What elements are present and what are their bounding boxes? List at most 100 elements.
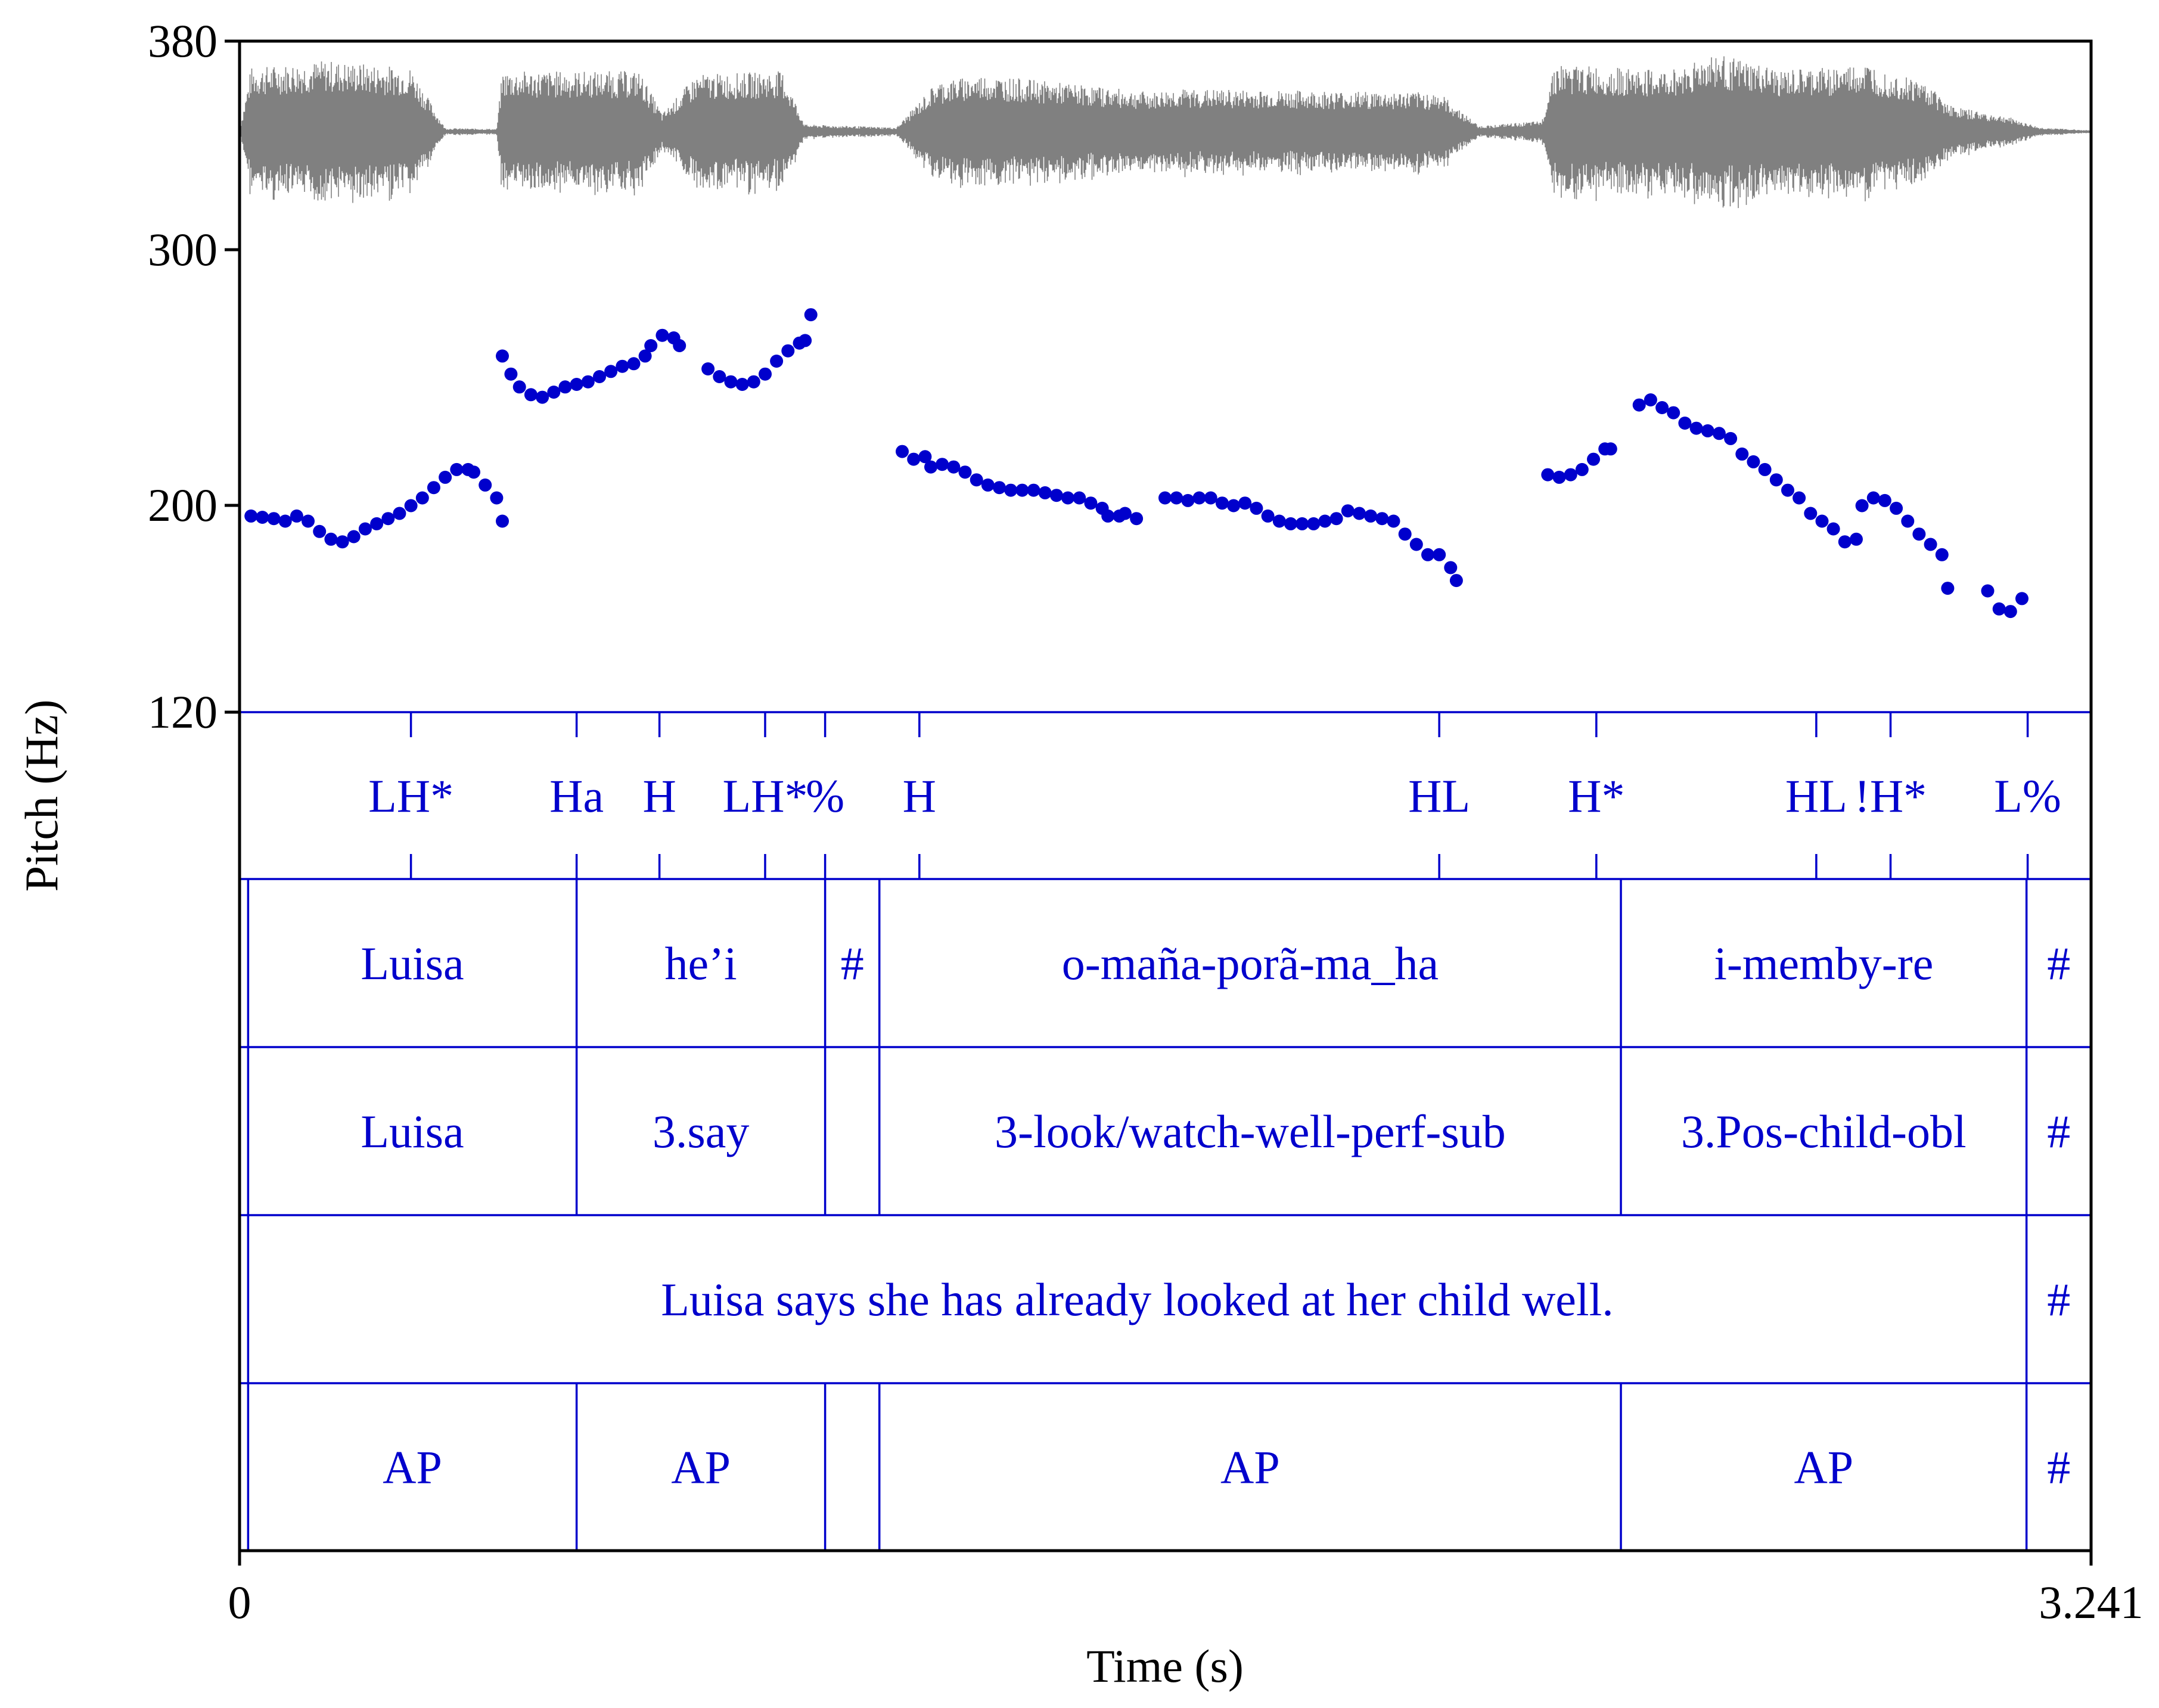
- interval-label: AP: [1794, 1442, 1853, 1493]
- pitch-point: [1793, 491, 1806, 505]
- pitch-point: [604, 365, 618, 378]
- pitch-point: [981, 478, 995, 492]
- pitch-point: [1644, 393, 1657, 406]
- pitch-point: [479, 478, 492, 492]
- pitch-point: [302, 514, 315, 528]
- pitch-point: [724, 375, 738, 389]
- pitch-point: [381, 512, 395, 526]
- pitch-point: [1838, 535, 1852, 549]
- pitch-point: [1158, 491, 1172, 505]
- pitch-point: [1421, 548, 1434, 561]
- plot-frame: [238, 39, 2093, 1552]
- pitch-point: [467, 465, 480, 479]
- interval-label: AP: [383, 1442, 442, 1493]
- pitch-point: [2015, 592, 2028, 605]
- pitch-point: [450, 462, 464, 476]
- pitch-point: [570, 378, 583, 391]
- pitch-point: [1724, 431, 1738, 445]
- pitch-point: [1101, 509, 1115, 523]
- pitch-point: [713, 370, 726, 383]
- pitch-point: [313, 524, 327, 538]
- pitch-point: [1935, 548, 1949, 561]
- pitch-point: [1409, 538, 1423, 551]
- pitch-point: [1318, 514, 1332, 528]
- interval-label: he’i: [664, 937, 737, 989]
- pitch-point: [439, 470, 452, 484]
- interval-label: #: [841, 937, 864, 989]
- pitch-point: [1769, 473, 1783, 487]
- pitch-point: [1353, 507, 1366, 520]
- pitch-point: [336, 535, 349, 549]
- pitch-point: [324, 532, 338, 546]
- tone-label: H*: [1568, 770, 1624, 822]
- pitch-point: [1015, 483, 1029, 497]
- interval-label: i-memby-re: [1714, 937, 1933, 989]
- pitch-point: [415, 491, 429, 505]
- pitch-point: [701, 362, 715, 375]
- pitch-point: [1118, 507, 1132, 520]
- tone-label: %: [806, 770, 844, 822]
- pitch-point: [1215, 496, 1229, 510]
- pitch-point: [1701, 424, 1714, 437]
- pitch-point: [1004, 483, 1018, 497]
- interval-label: #: [2047, 937, 2070, 989]
- pitch-point: [673, 339, 686, 352]
- pitch-point: [936, 458, 949, 471]
- pitch-point: [496, 349, 509, 363]
- pitch-point: [1781, 483, 1794, 497]
- waveform: [240, 56, 2090, 209]
- pitch-point: [1667, 406, 1680, 420]
- pitch-point: [1815, 514, 1829, 528]
- pitch-point: [918, 450, 932, 464]
- pitch-point: [1866, 491, 1880, 505]
- interval-label: Luisa: [361, 1105, 464, 1157]
- pitch-point: [278, 514, 292, 528]
- pitch-point: [1735, 447, 1749, 461]
- pitch-point: [735, 378, 749, 391]
- pitch-point: [347, 530, 361, 544]
- interval-label: #: [2047, 1274, 2070, 1325]
- x-tick-label-end: 3.241: [2039, 1576, 2144, 1628]
- tone-label: LH*: [368, 770, 453, 822]
- pitch-point: [1192, 491, 1206, 505]
- pitch-point: [1307, 517, 1321, 530]
- y-tick-label-120: 120: [148, 686, 218, 738]
- interval-label: #: [2047, 1442, 2070, 1493]
- pitch-point: [1804, 507, 1818, 520]
- tone-label: !H*: [1854, 770, 1927, 822]
- pitch-point: [244, 509, 258, 523]
- y-tick-label-200: 200: [148, 479, 218, 531]
- pitch-point: [593, 370, 606, 383]
- pitch-point: [747, 375, 760, 389]
- pitch-point: [1924, 538, 1937, 551]
- y-tick-label-380: 380: [148, 15, 218, 67]
- pitch-point: [290, 509, 303, 523]
- pitch-point: [1758, 462, 1772, 476]
- x-axis: 0 3.241 Time (s): [228, 1551, 2144, 1692]
- pitch-point: [924, 460, 937, 474]
- tone-label: L%: [1994, 770, 2061, 822]
- pitch-point: [427, 481, 440, 495]
- pitch-point: [1204, 491, 1217, 505]
- pitch-point: [1181, 493, 1195, 507]
- interval-label: o-maña-porã-ma_ha: [1062, 937, 1439, 989]
- interval-label: AP: [1220, 1442, 1280, 1493]
- tone-label: H: [642, 770, 676, 822]
- y-axis: 380 300 200 120 Pitch (Hz): [15, 15, 240, 892]
- pitch-point: [1084, 496, 1098, 510]
- pitch-point: [512, 380, 526, 394]
- y-axis-label: Pitch (Hz): [15, 700, 67, 892]
- pitch-point: [970, 473, 983, 487]
- pitch-point: [1712, 427, 1726, 440]
- pitch-point: [547, 386, 561, 399]
- y-tick-label-300: 300: [148, 223, 218, 275]
- pitch-point: [759, 367, 772, 381]
- pitch-point: [2003, 605, 2017, 619]
- pitch-point: [1912, 527, 1926, 541]
- pitch-point: [947, 460, 961, 474]
- pitch-point: [638, 349, 652, 363]
- pitch-point: [1329, 512, 1343, 526]
- pitch-point: [404, 499, 418, 513]
- x-tick-label-0: 0: [228, 1576, 251, 1628]
- pitch-point: [627, 357, 641, 371]
